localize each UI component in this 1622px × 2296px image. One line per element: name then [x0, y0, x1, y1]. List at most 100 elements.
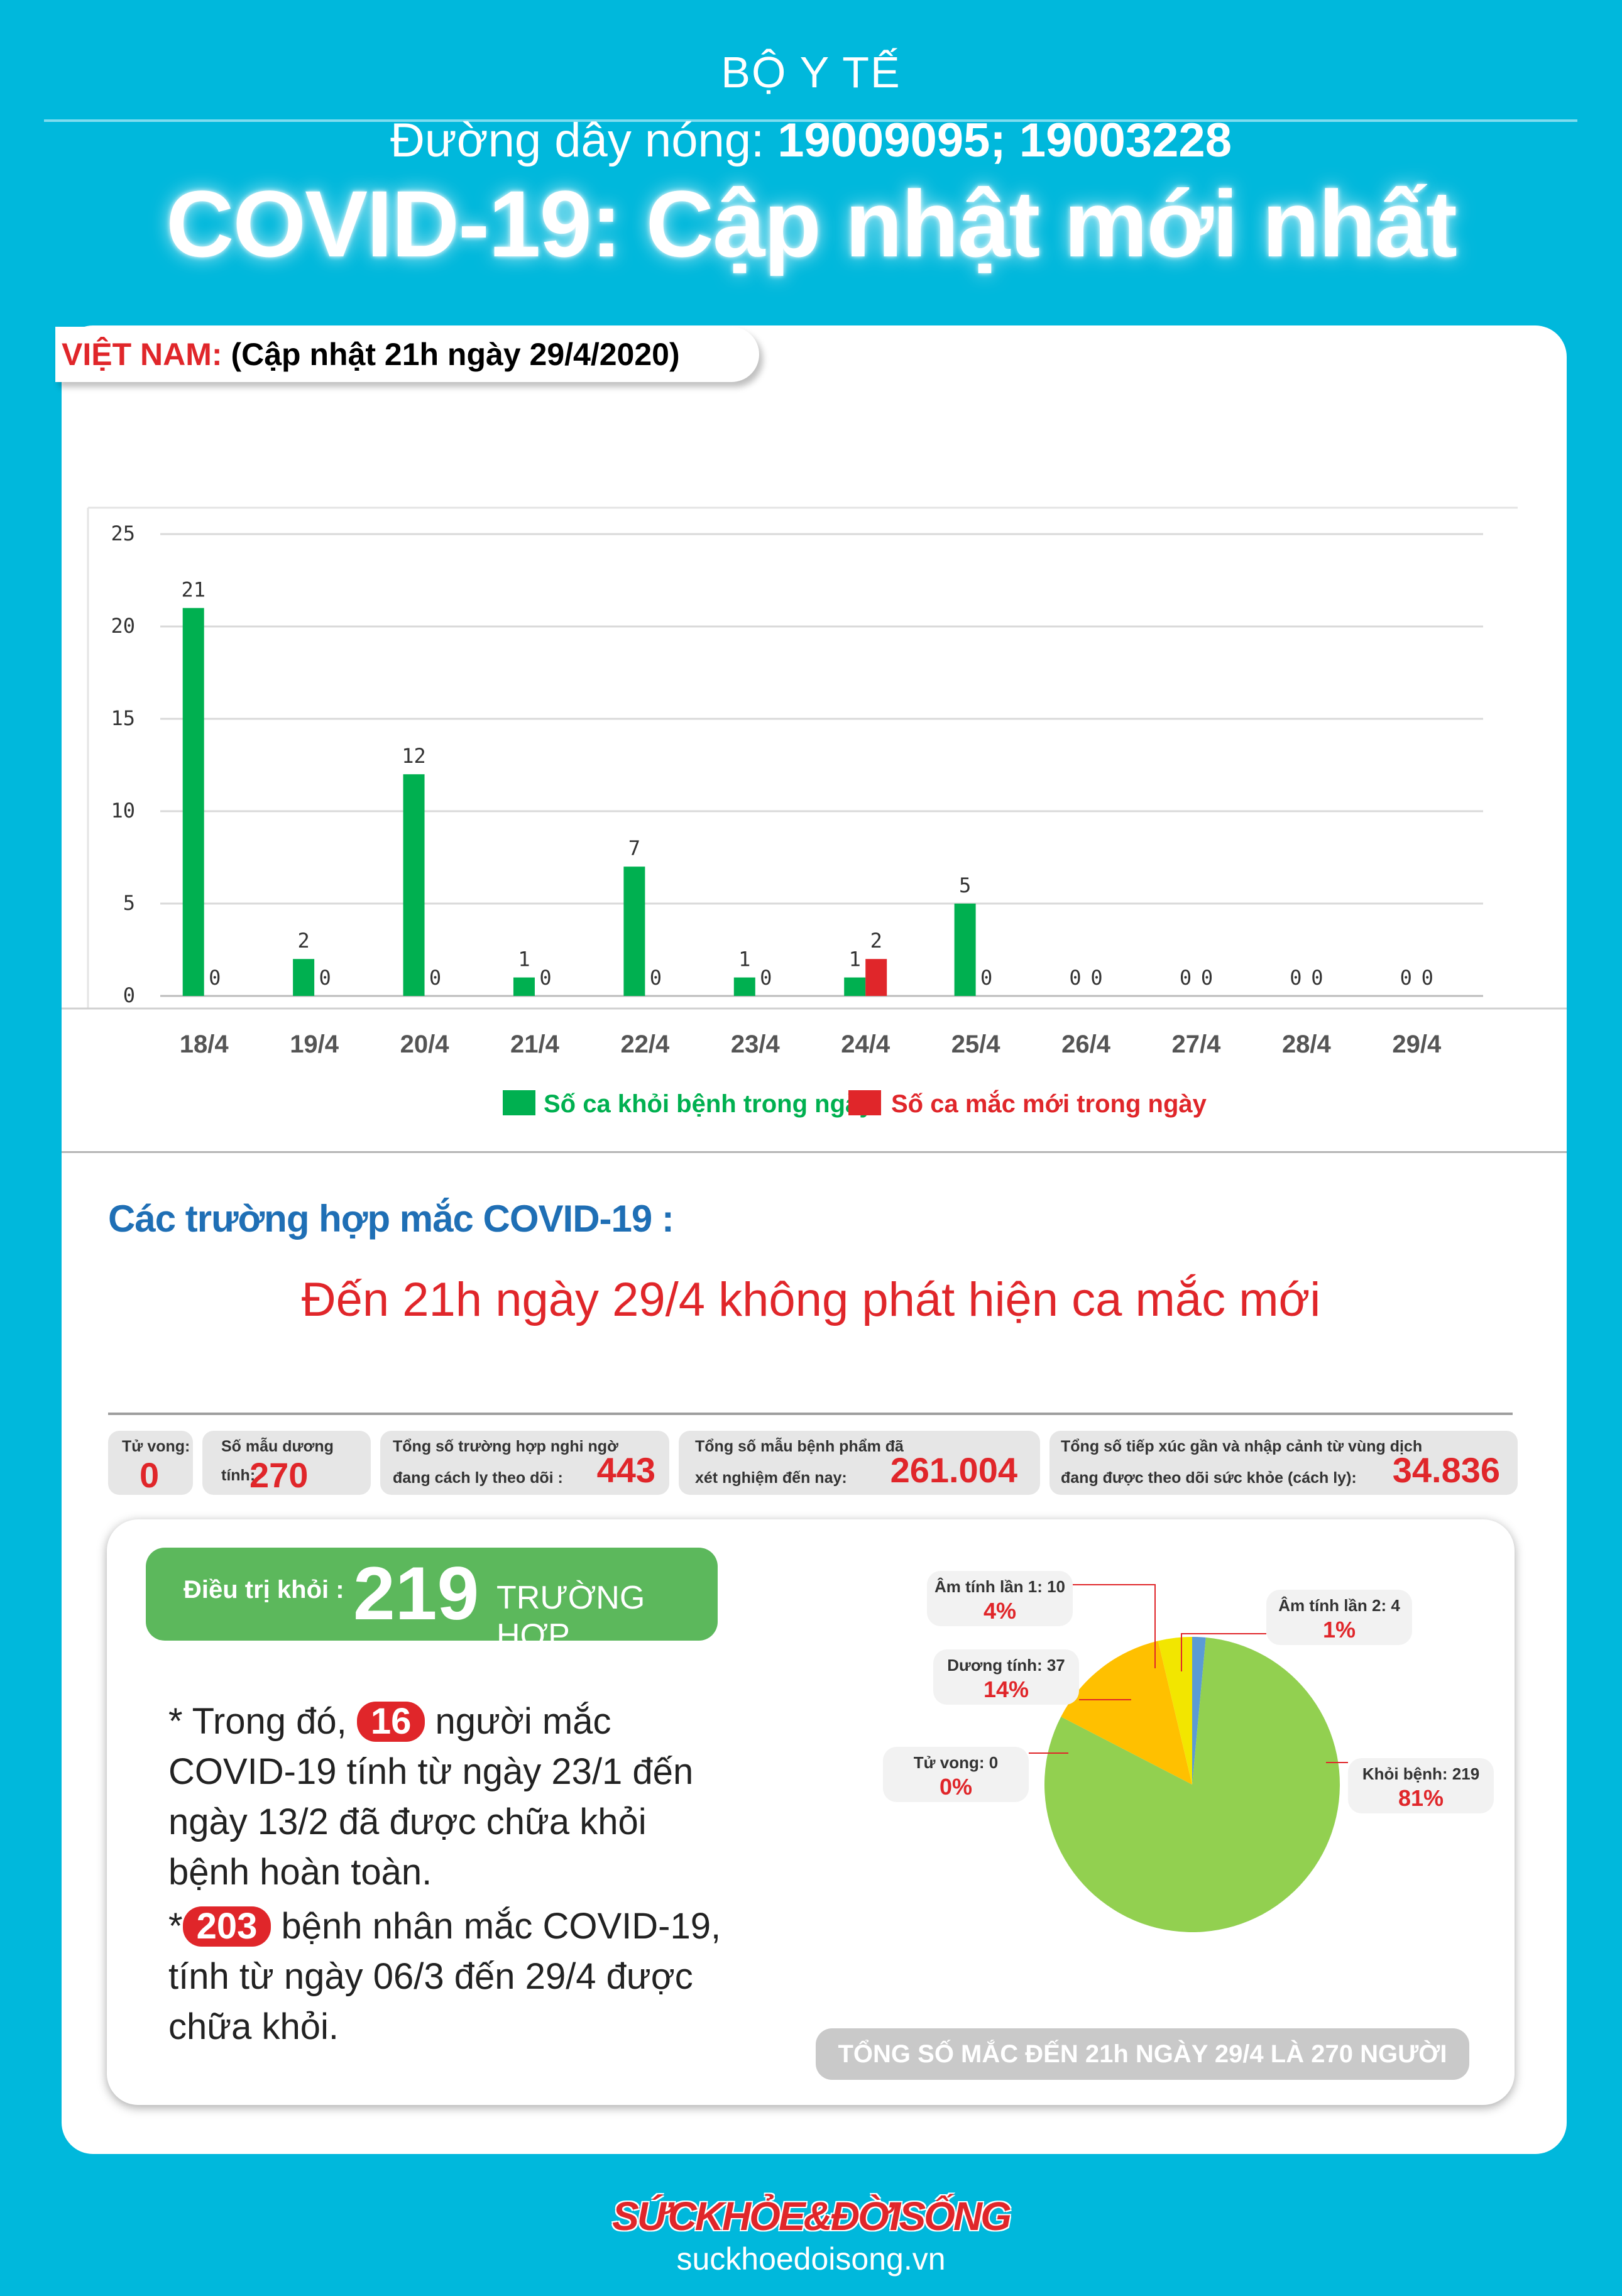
- data-label-new-cases: 2: [870, 929, 882, 953]
- stat-contacts-label-1: Tổng số tiếp xúc gần và nhập cảnh từ vùn…: [1061, 1438, 1423, 1455]
- data-label-recovered: 5: [959, 873, 971, 897]
- data-label-recovered: 0: [1069, 966, 1081, 990]
- data-label-recovered: 1: [849, 948, 861, 971]
- data-label-new-cases: 0: [650, 966, 662, 990]
- bar-recovered: [513, 977, 535, 996]
- data-label-new-cases: 0: [539, 966, 551, 990]
- callout-box-deaths: [883, 1747, 1029, 1802]
- recovery-label: Điều trị khỏi :: [184, 1576, 344, 1604]
- recovery-note-1: * Trong đó, 16 người mắc COVID-19 tính t…: [168, 1697, 734, 1898]
- brand-logo: SỨCKHỎE&ĐỜISỐNG suckhoedoisong.vn: [0, 2193, 1622, 2277]
- data-label-new-cases: 0: [209, 966, 221, 990]
- data-label-recovered: 1: [738, 948, 750, 971]
- daily-bar-chart: 051015202521018/42019/412020/41021/47022…: [62, 506, 1567, 1118]
- stat-tested-label-2: xét nghiệm đến nay:: [695, 1469, 847, 1487]
- page-title: COVID-19: Cập nhật mới nhất: [166, 171, 1457, 276]
- stat-contacts-value: 34.836: [1392, 1450, 1500, 1490]
- x-tick-label: 20/4: [400, 1030, 450, 1058]
- bar-recovered: [182, 608, 204, 996]
- case-pie-chart: Âm tính lần 1: 10 4% Âm tính lần 2: 4 1% Dươ…: [883, 1571, 1494, 1932]
- stat-deaths-label: Tử vong:: [122, 1438, 190, 1455]
- ministry-name: BỘ Y TẾ: [721, 48, 901, 97]
- callout-box-positive: [933, 1649, 1079, 1705]
- legend-swatch-new-cases: [848, 1090, 881, 1115]
- data-label-recovered: 12: [402, 744, 426, 768]
- bar-recovered: [403, 774, 425, 996]
- callout-percent-negative-2: 1%: [1323, 1617, 1356, 1643]
- brand-site: suckhoedoisong.vn: [676, 2241, 946, 2277]
- callout-percent-positive: 14%: [984, 1676, 1029, 1702]
- legend-label-new-cases: Số ca mắc mới trong ngày: [891, 1089, 1207, 1118]
- data-label-new-cases: 0: [1090, 966, 1102, 990]
- pie-slice-negative-1: [1158, 1637, 1192, 1785]
- data-label-recovered: 21: [181, 578, 205, 602]
- bar-recovered: [844, 977, 866, 996]
- note1-text: người mắc COVID-19 tính từ ngày 23/1 đến…: [168, 1701, 694, 1893]
- recovery-note-2: * 203 bệnh nhân mắc COVID-19, tính từ ngà…: [168, 1901, 734, 2052]
- x-tick-label: 24/4: [841, 1030, 890, 1058]
- recovery-badge: Điều trị khỏi : 219 TRƯỜNG HỢP: [146, 1548, 718, 1654]
- hotline-numbers: 19009095; 19003228: [777, 114, 1232, 167]
- header-divider: [44, 119, 1577, 122]
- data-label-recovered: 0: [1400, 966, 1412, 990]
- x-tick-label: 22/4: [620, 1030, 670, 1058]
- x-tick-label: 29/4: [1392, 1030, 1442, 1058]
- data-label-recovered: 2: [297, 929, 309, 953]
- y-tick-label: 25: [111, 522, 135, 545]
- callout-label-negative-1: Âm tính lần 1: 10: [934, 1577, 1065, 1596]
- bar-recovered: [954, 904, 976, 996]
- x-tick-label: 23/4: [731, 1030, 781, 1058]
- callout-label-deaths: Tử vong: 0: [914, 1753, 998, 1772]
- stat-contacts-label-2: đang được theo dõi sức khỏe (cách ly):: [1061, 1469, 1357, 1487]
- stat-suspect-value: 443: [596, 1450, 655, 1490]
- stat-suspect-label-1: Tổng số trường hợp nghi ngờ: [393, 1438, 618, 1455]
- data-label-new-cases: 0: [319, 966, 331, 990]
- country-label: VIỆT NAM:: [62, 337, 222, 372]
- note2-prefix: *: [168, 1906, 183, 1947]
- pie-slice-recovered: [1044, 1637, 1340, 1932]
- bar-recovered: [733, 977, 755, 996]
- x-tick-label: 27/4: [1172, 1030, 1222, 1058]
- data-label-recovered: 7: [628, 836, 640, 860]
- update-tab: VIỆT NAM: (Cập nhật 21h ngày 29/4/2020): [55, 327, 759, 382]
- note1-prefix: * Trong đó,: [168, 1701, 347, 1742]
- stats-divider: [108, 1413, 1513, 1415]
- data-label-recovered: 1: [518, 948, 530, 971]
- stat-positive: Số mẫu dương tính: 270: [202, 1431, 371, 1495]
- y-tick-label: 0: [123, 983, 135, 1007]
- stat-deaths: Tử vong: 0: [108, 1431, 193, 1495]
- y-tick-label: 15: [111, 706, 135, 730]
- note2-count: 203: [182, 1906, 271, 1947]
- stat-suspect: Tổng số trường hợp nghi ngờ đang cách ly…: [380, 1431, 669, 1495]
- note1-count: 16: [356, 1702, 425, 1742]
- x-tick-label: 19/4: [290, 1030, 339, 1058]
- callout-percent-deaths: 0%: [940, 1774, 972, 1800]
- data-label-recovered: 0: [1290, 966, 1301, 990]
- data-label-new-cases: 0: [1311, 966, 1323, 990]
- brand-name: SỨCKHỎE&ĐỜISỐNG: [612, 2194, 1012, 2239]
- data-label-new-cases: 0: [980, 966, 992, 990]
- callout-label-negative-2: Âm tính lần 2: 4: [1278, 1596, 1400, 1615]
- legend-swatch-recovered: [503, 1090, 535, 1115]
- stat-tested-label-1: Tổng số mẫu bệnh phẩm đã: [695, 1438, 904, 1455]
- callout-box-negative-1: [927, 1571, 1073, 1626]
- pie-slice-positive: [1061, 1641, 1192, 1785]
- cases-heading: Các trường hợp mắc COVID-19 :: [108, 1198, 674, 1240]
- stat-tested-value: 261.004: [890, 1450, 1017, 1490]
- bar-recovered: [623, 866, 645, 996]
- bar-recovered: [293, 959, 315, 996]
- callout-percent-recovered: 81%: [1398, 1785, 1444, 1811]
- hotline: Đường dây nóng: 19009095; 19003228: [0, 113, 1622, 168]
- y-tick-label: 10: [111, 799, 135, 823]
- x-tick-label: 18/4: [180, 1030, 229, 1058]
- x-tick-label: 28/4: [1282, 1030, 1332, 1058]
- stat-suspect-label-2: đang cách ly theo dõi :: [393, 1469, 563, 1487]
- callout-box-recovered: [1348, 1758, 1494, 1813]
- no-new-cases-text: Đến 21h ngày 29/4 không phát hiện ca mắc…: [301, 1273, 1321, 1326]
- x-tick-label: 26/4: [1061, 1030, 1111, 1058]
- y-tick-label: 5: [123, 891, 135, 915]
- data-label-new-cases: 0: [760, 966, 772, 990]
- callout-label-recovered: Khỏi bệnh: 219: [1362, 1764, 1479, 1783]
- y-tick-label: 20: [111, 614, 135, 638]
- callout-line-negative-1: [1073, 1584, 1156, 1668]
